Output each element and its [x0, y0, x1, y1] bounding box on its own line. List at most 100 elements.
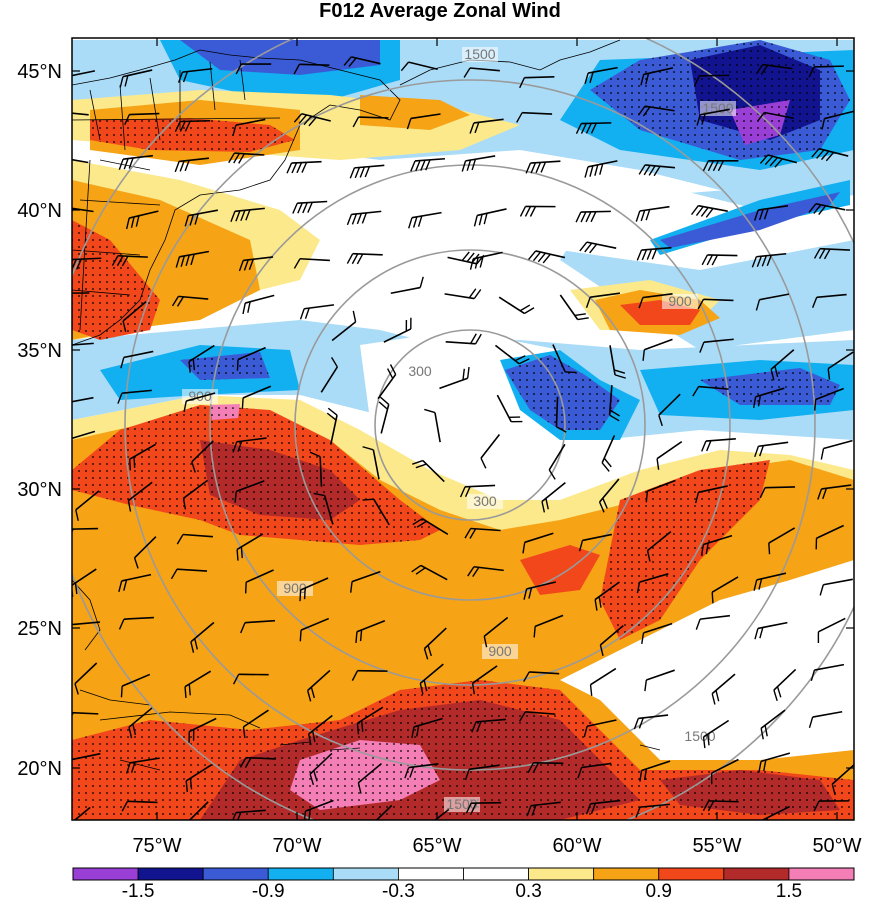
- wind-barb: [758, 752, 791, 773]
- wind-barb: [584, 66, 618, 84]
- wind-barb: [773, 668, 797, 701]
- longitude-labels: 75°W 70°W 65°W 60°W 55°W 50°W: [132, 835, 861, 857]
- wind-barb: [700, 534, 733, 556]
- wind-barb: [124, 112, 160, 125]
- colorbar-segment: [267, 867, 334, 881]
- lat-label: 20°N: [17, 758, 62, 780]
- wind-barb: [239, 756, 276, 768]
- wind-barb: [598, 478, 620, 513]
- wind-barb: [519, 205, 556, 217]
- wind-barb: [125, 210, 159, 230]
- colorbar-label: 1.5: [776, 881, 802, 900]
- wind-barb: [128, 707, 153, 739]
- wind-barb: [411, 564, 448, 581]
- wind-barb: [527, 762, 564, 774]
- wind-barb: [753, 572, 787, 591]
- wind-barb: [821, 110, 854, 130]
- wind-barb: [642, 338, 673, 361]
- caribbean-islands: [72, 579, 661, 771]
- range-ring-label: 300: [473, 493, 497, 509]
- wind-barb: [813, 387, 844, 411]
- wind-barb: [352, 116, 389, 128]
- wind-barb: [120, 673, 151, 698]
- wind-barb: [362, 498, 390, 526]
- wind-barb: [190, 621, 215, 653]
- wind-barb: [768, 527, 796, 555]
- wind-barb: [177, 67, 213, 83]
- wind-barb: [552, 344, 577, 374]
- wind-barb: [827, 351, 854, 380]
- wind-barb: [465, 801, 502, 814]
- lon-label: 60°W: [552, 835, 601, 857]
- wind-barb: [306, 669, 331, 702]
- us-coastline: [72, 49, 401, 346]
- shade-royal-streak: [660, 192, 840, 248]
- wind-barb: [346, 210, 382, 226]
- colorbar-segment: [137, 867, 204, 881]
- wind-barb: [710, 758, 739, 785]
- wind-barb: [184, 670, 212, 698]
- wind-barb: [133, 536, 157, 569]
- wind-barb: [813, 247, 851, 260]
- wind-barb: [346, 252, 383, 265]
- wind-barb: [770, 349, 795, 381]
- wind-barb: [408, 211, 442, 229]
- wind-barb: [635, 803, 670, 818]
- wind-barb: [469, 118, 504, 134]
- wind-barb: [238, 256, 274, 272]
- wind-barb: [601, 435, 616, 472]
- wind-barb: [519, 75, 555, 89]
- wind-barb: [404, 762, 439, 779]
- latitude-labels: 45°N 40°N 35°N 30°N 25°N 20°N: [17, 61, 62, 780]
- wind-barb: [637, 105, 675, 117]
- wind-barb: [711, 673, 736, 705]
- lat-label: 45°N: [17, 61, 62, 83]
- wind-barb: [176, 533, 213, 545]
- wind-barb: [751, 252, 787, 268]
- wind-barb: [638, 293, 673, 309]
- wind-barb: [309, 752, 333, 785]
- wind-barb: [117, 389, 152, 404]
- wind-barb: [240, 619, 276, 634]
- wind-barb: [299, 617, 330, 642]
- wind-barb: [126, 757, 160, 774]
- range-ring-label: 300: [408, 363, 432, 379]
- wind-barb: [808, 65, 844, 78]
- wind-barb: [755, 293, 790, 311]
- wind-barb: [636, 246, 672, 261]
- wind-barb: [362, 446, 380, 480]
- wind-barb: [494, 344, 530, 365]
- wind-barb: [756, 111, 794, 122]
- wind-barb: [579, 241, 617, 254]
- colorbar-label: -1.5: [122, 881, 155, 900]
- wind-barb: [696, 108, 730, 126]
- wind-barb: [518, 711, 556, 722]
- wind-barb: [693, 74, 730, 87]
- wind-barb: [473, 208, 507, 227]
- wind-barb: [423, 627, 447, 660]
- wind-barb: [320, 357, 339, 393]
- wind-barb: [232, 673, 269, 685]
- wind-barb: [299, 304, 335, 320]
- wind-barb: [811, 147, 849, 162]
- wind-barb: [585, 799, 621, 815]
- wind-barb: [355, 619, 386, 643]
- wind-barb: [815, 524, 844, 550]
- wind-barb: [72, 752, 101, 761]
- wind-barb: [645, 479, 676, 503]
- colorbar-label: 0.9: [646, 881, 672, 900]
- wind-barb: [608, 385, 620, 422]
- wind-barbs: [72, 56, 854, 820]
- wind-barb: [118, 154, 154, 170]
- range-ring-label: 900: [488, 643, 512, 659]
- wind-barb: [182, 479, 208, 510]
- wind-barb: [185, 764, 212, 793]
- stippled-positive-regions: [72, 118, 854, 820]
- wind-barb: [636, 573, 669, 594]
- wind-barb: [424, 408, 441, 443]
- colorbar-segment: [72, 867, 139, 881]
- axis-ticks: [72, 38, 854, 820]
- wind-barb: [759, 154, 798, 168]
- wind-barb: [439, 367, 470, 390]
